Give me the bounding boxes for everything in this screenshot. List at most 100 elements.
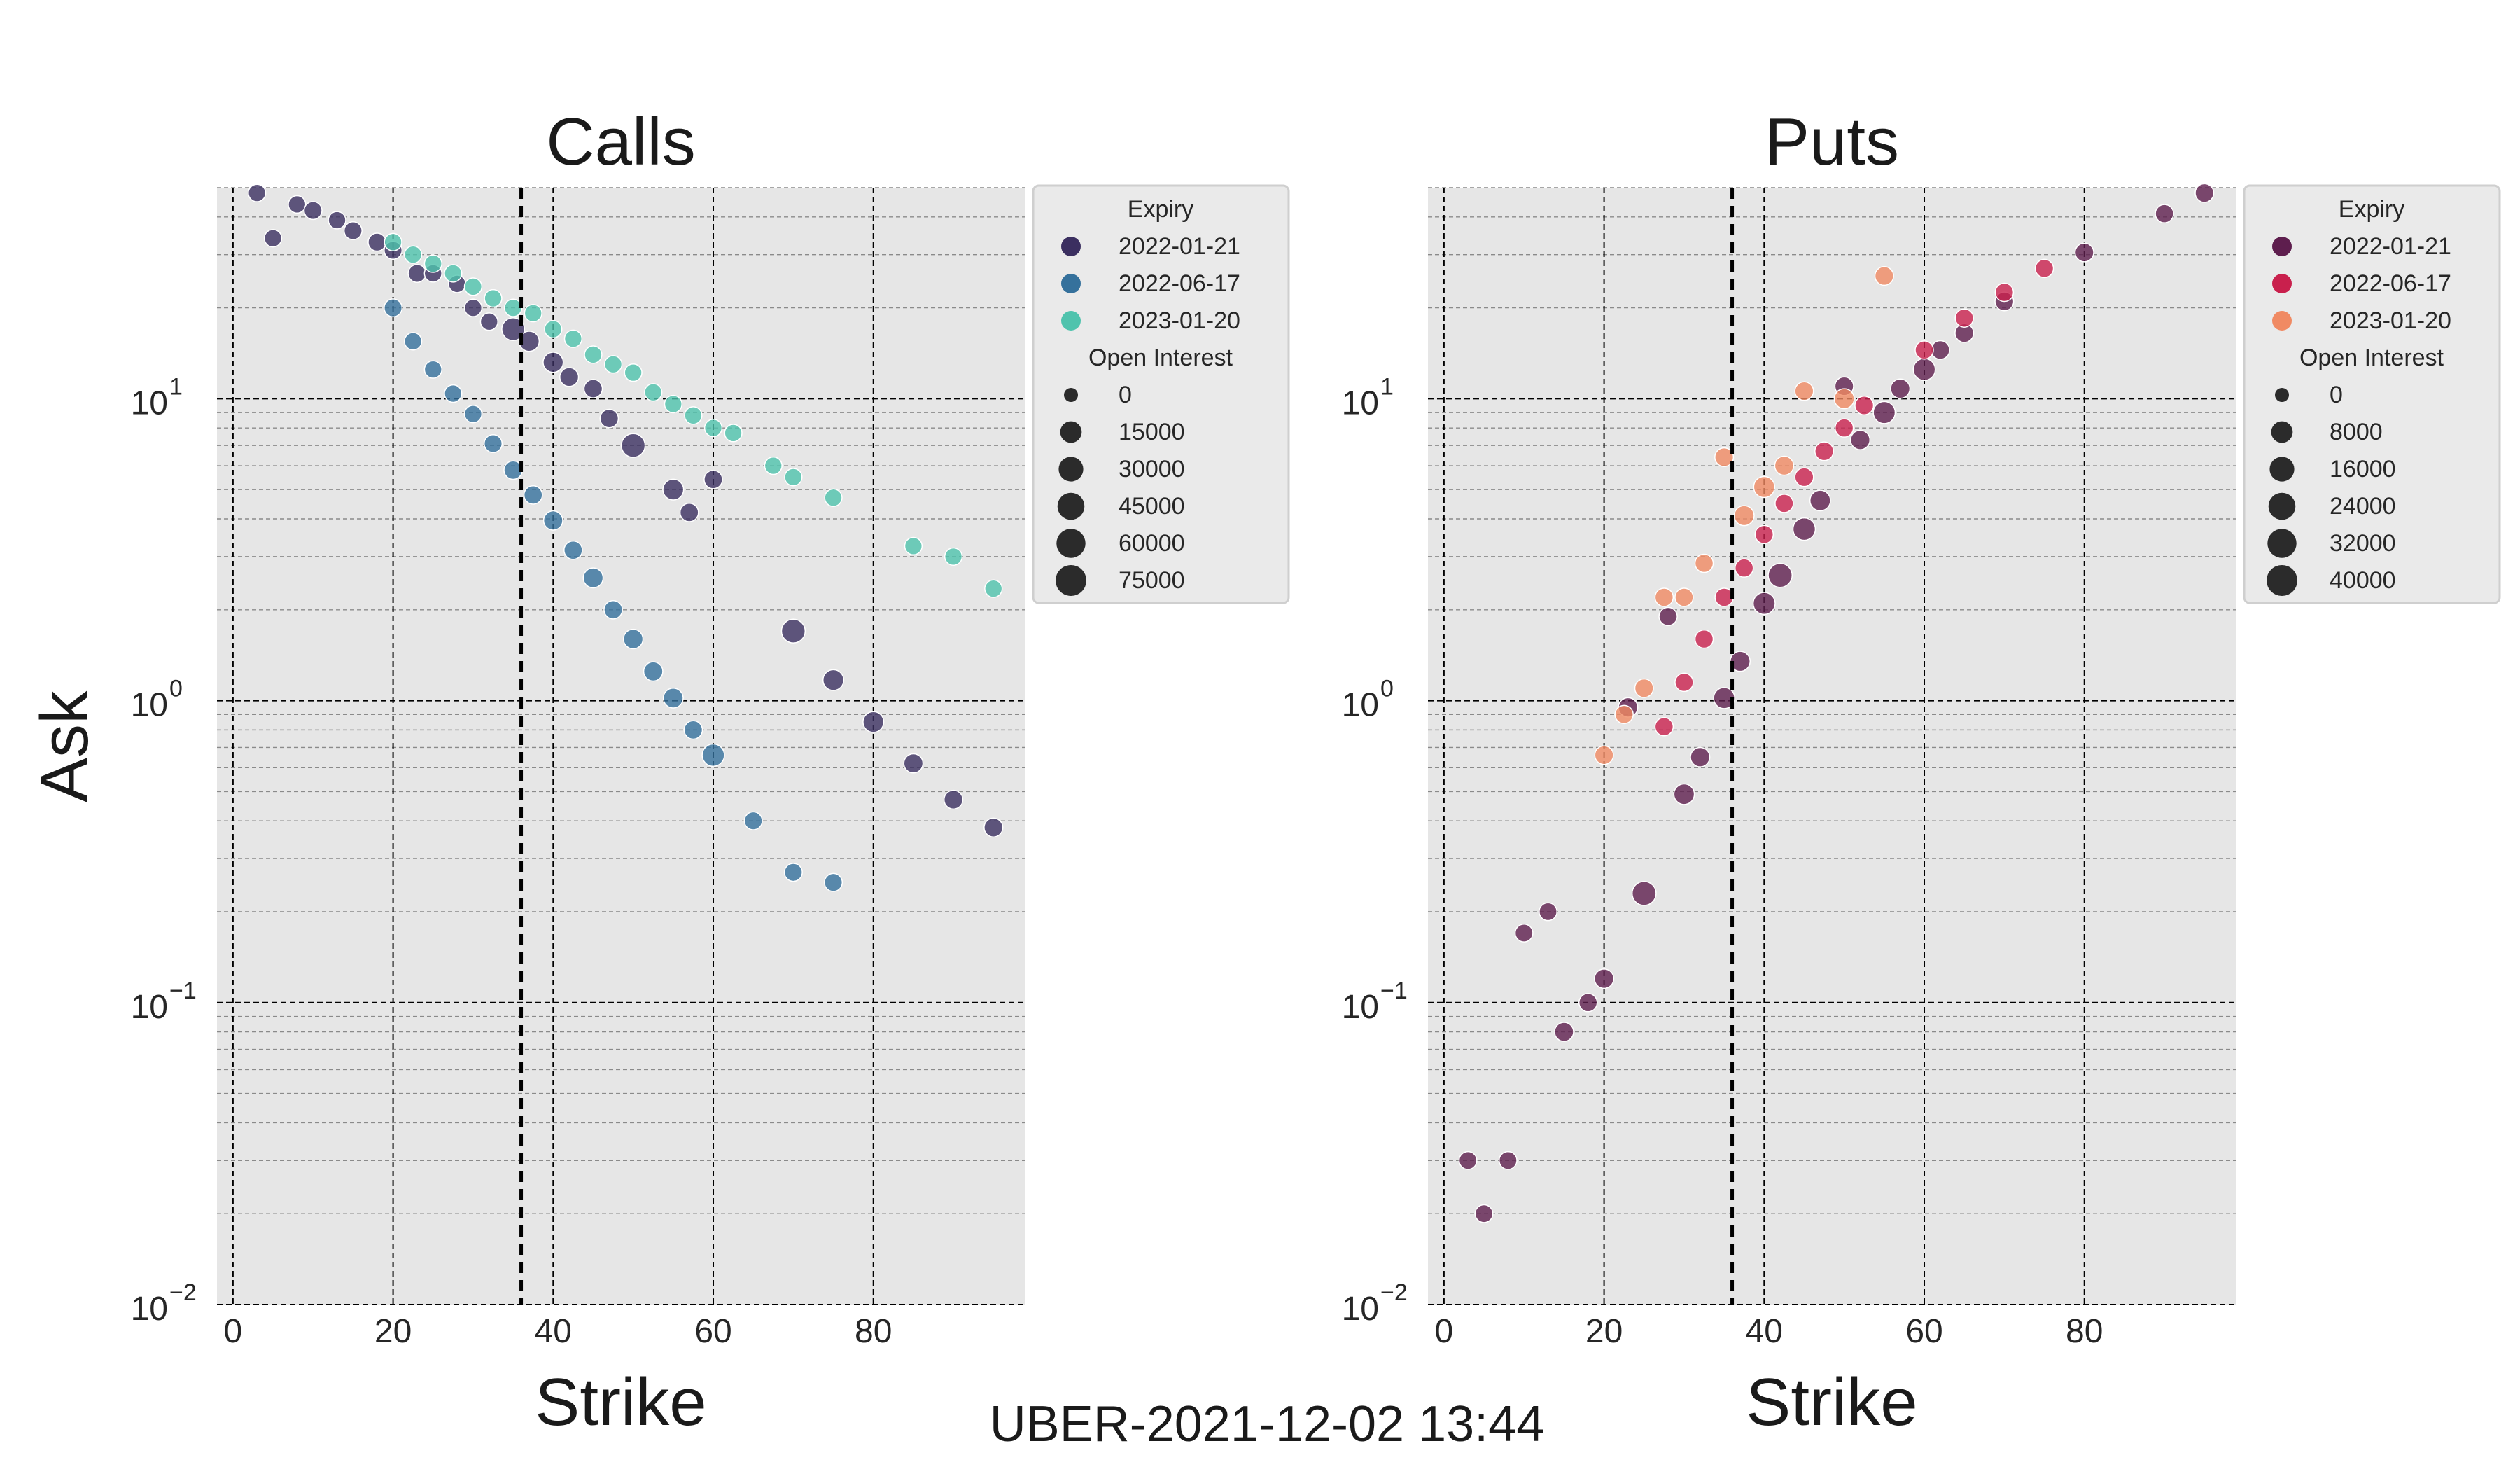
puts-y-tick-exponent: −2 [1380,1279,1408,1306]
calls-point [620,433,646,458]
puts-point [1794,381,1814,401]
puts-legend-swatch [2272,237,2292,256]
calls-title: Calls [546,104,695,179]
puts-plot-area [1428,188,2236,1305]
calls-point [407,263,427,283]
calls-point [479,312,498,331]
calls-point [862,711,885,733]
calls-point [384,232,402,251]
calls-point [424,360,442,379]
puts-point [1729,651,1751,672]
calls-x-tick-label: 20 [374,1313,412,1350]
puts-point [1753,475,1776,499]
puts-legend-size-title: Open Interest [2300,345,2444,371]
puts-legend-size-entry: 8000 [2330,419,2383,445]
puts-y-tick-exponent: −1 [1380,978,1408,1004]
puts-legend-size-swatch [2267,529,2297,558]
calls-legend-size-swatch [1056,529,1086,558]
calls-point [463,405,483,424]
calls-legend-entry: 2022-06-17 [1119,270,1240,297]
puts-title: Puts [1765,104,1899,179]
puts-point [1594,745,1614,765]
calls-point [643,661,664,682]
calls-legend-swatch [1061,237,1081,256]
puts-point [1874,266,1894,286]
calls-point [822,669,845,691]
calls-point [704,419,723,438]
puts-point [1554,1022,1574,1042]
calls-point [544,319,563,339]
calls-point [523,485,543,505]
calls-point [603,355,623,374]
calls-point [368,232,387,252]
calls-point [444,384,463,403]
calls-legend-size-swatch [1057,492,1085,520]
calls-y-tick-exponent: 0 [169,676,183,702]
puts-x-tick-label: 80 [2066,1313,2103,1350]
puts-point [1694,553,1714,573]
puts-point [2034,258,2054,279]
puts-point [1954,308,1974,328]
calls-legend-swatch [1061,274,1081,293]
puts-x-tick-label: 40 [1746,1313,1783,1350]
puts-y-tick-label: 10 [1342,384,1379,422]
puts-y-tick-exponent: 1 [1380,373,1394,400]
calls-point [783,863,803,882]
puts-y-tick-label: 10 [1342,989,1379,1026]
puts-point [1614,704,1634,725]
puts-legend-swatch [2272,274,2292,293]
calls-point [944,547,963,566]
puts-point [1690,746,1711,767]
puts-legend-size-swatch [2269,457,2295,482]
puts-point [1714,447,1735,468]
calls-point [764,456,783,475]
calls-point [542,510,564,531]
calls-legend-size-entry: 0 [1119,382,1132,408]
y-axis-label: Ask [27,690,102,802]
calls-point [904,536,923,556]
puts-legend-swatch [2272,311,2292,331]
puts-point [1594,968,1615,989]
calls-point [524,304,542,323]
puts-point [1514,923,1534,943]
puts-legend-frame [2243,184,2501,604]
calls-point [328,211,346,230]
calls-point [444,264,463,283]
puts-x-axis-label: Strike [1746,1365,1917,1440]
calls-point [662,478,685,501]
calls-y-tick-exponent: −1 [169,978,197,1004]
puts-point [1914,340,1934,360]
calls-x-tick-label: 60 [694,1313,732,1350]
calls-plot-area [217,188,1026,1305]
puts-x-tick-label: 0 [1435,1313,1454,1350]
puts-point [1733,505,1755,527]
puts-legend-hue-title: Expiry [2339,196,2404,223]
puts-point [1458,1150,1478,1170]
puts-point [1754,524,1774,545]
calls-legend-size-title: Open Interest [1088,345,1233,371]
calls-point [983,817,1004,837]
puts-point [1854,395,1875,416]
calls-legend-frame [1032,184,1290,604]
calls-point [583,379,603,398]
puts-legend-size-swatch [2275,388,2289,402]
puts-point [2194,183,2215,203]
puts-point [1498,1150,1518,1170]
puts-point [1814,441,1835,461]
calls-point [582,567,604,589]
calls-point [564,540,583,560]
puts-legend-size-entry: 32000 [2330,530,2396,557]
calls-point [824,488,843,507]
puts-point [1694,629,1714,649]
calls-x-axis-label: Strike [535,1365,706,1440]
puts-point [1890,378,1911,399]
calls-x-tick-label: 80 [855,1313,892,1350]
puts-legend-entry: 2023-01-20 [2330,307,2451,334]
calls-legend-size-entry: 15000 [1119,419,1185,445]
calls-legend-swatch [1061,311,1081,331]
puts-point [1792,517,1816,541]
puts-x-tick-label: 60 [1905,1313,1942,1350]
puts-legend-size-entry: 0 [2330,382,2343,408]
calls-point [984,579,1003,598]
calls-point [559,367,580,387]
